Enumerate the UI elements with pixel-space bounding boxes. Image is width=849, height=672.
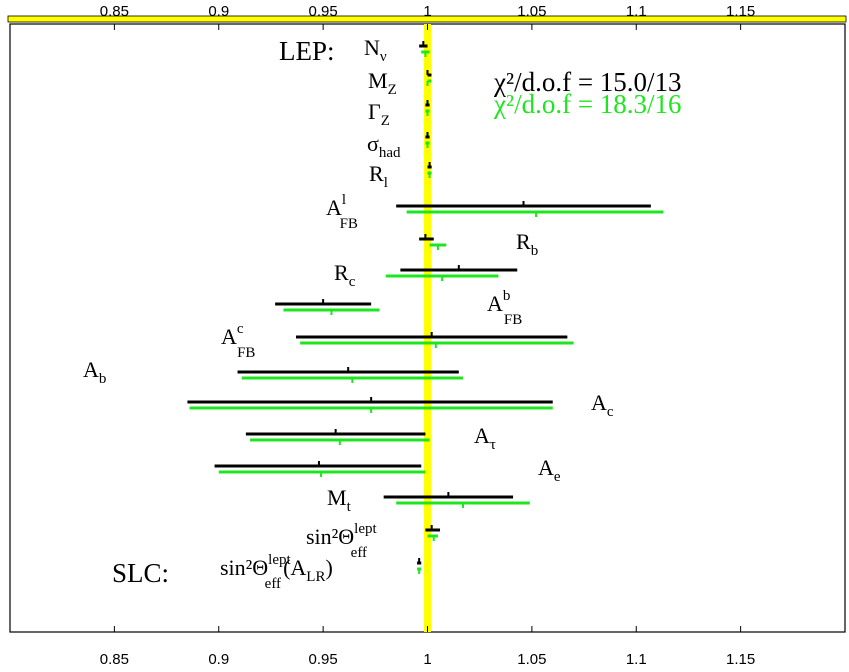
label-rl: Rl bbox=[369, 161, 388, 191]
tick-label-bottom-4: 1.05 bbox=[517, 651, 546, 668]
label-sin2: sin²Θlept eff bbox=[306, 521, 377, 561]
label-afbl: Al FB bbox=[326, 192, 358, 232]
label-nnu: Nν bbox=[364, 35, 387, 65]
tick-label-top-0: 0.85 bbox=[100, 3, 129, 20]
top-band bbox=[7, 15, 847, 23]
group-label-lep: LEP: bbox=[279, 36, 335, 66]
label-ac: Ac bbox=[591, 390, 614, 420]
label-afbb: Ab FB bbox=[487, 288, 522, 328]
tick-label-bottom-0: 0.85 bbox=[100, 651, 129, 668]
group-label-slc: SLC: bbox=[112, 558, 169, 588]
tick-label-top-5: 1.1 bbox=[626, 3, 647, 20]
tick-label-bottom-5: 1.1 bbox=[626, 651, 647, 668]
label-ae: Ae bbox=[538, 455, 561, 485]
tick-label-bottom-3: 1 bbox=[423, 651, 431, 668]
fit-stat-black: χ²/d.o.f = 15.0/13 bbox=[493, 67, 682, 97]
label-atau: Aτ bbox=[474, 423, 496, 453]
fit-stat-green: χ²/d.o.f = 18.3/16 bbox=[493, 89, 682, 119]
label-rb: Rb bbox=[516, 229, 538, 259]
error-bars bbox=[187, 41, 664, 574]
label-sin2alr: sin²Θlept eff(ALR) bbox=[220, 552, 333, 592]
axis-ticks: 0.85 0.85 0.9 0.9 0.95 0.95 1 1 1.05 1.05 1.1 1.1 1.… bbox=[100, 3, 755, 668]
tick-label-top-2: 0.95 bbox=[309, 3, 338, 20]
label-gz: ΓZ bbox=[368, 99, 390, 129]
tick-label-top-1: 0.9 bbox=[208, 3, 229, 20]
tick-label-bottom-2: 0.95 bbox=[309, 651, 338, 668]
label-mt: Mt bbox=[327, 485, 352, 515]
label-rc: Rc bbox=[334, 260, 356, 290]
tick-label-top-3: 1 bbox=[423, 3, 431, 20]
tick-label-bottom-1: 0.9 bbox=[208, 651, 229, 668]
label-ab: Ab bbox=[83, 357, 106, 387]
label-mz: MZ bbox=[368, 68, 397, 98]
tick-label-top-4: 1.05 bbox=[517, 3, 546, 20]
tick-label-bottom-6: 1.15 bbox=[726, 651, 755, 668]
label-afbc: Ac FB bbox=[221, 321, 255, 361]
tick-label-top-6: 1.15 bbox=[726, 3, 755, 20]
label-sighad: σhad bbox=[367, 131, 401, 161]
